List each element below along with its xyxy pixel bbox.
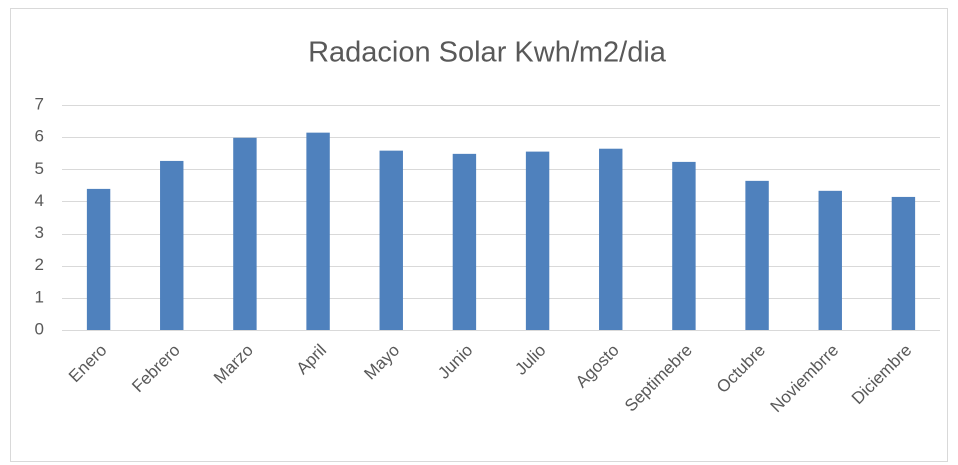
bar [306, 132, 330, 330]
bar [745, 180, 769, 330]
y-tick-label: 3 [35, 223, 44, 242]
bar [525, 151, 550, 330]
bar [599, 148, 623, 330]
bar [452, 153, 477, 330]
bar [818, 190, 842, 330]
y-tick-label: 1 [35, 287, 44, 306]
bar [891, 196, 916, 330]
bar [86, 188, 111, 330]
y-tick-label: 7 [35, 94, 44, 113]
bar [672, 161, 696, 330]
chart-title: Radacion Solar Kwh/m2/dia [308, 37, 667, 69]
y-tick-label: 0 [35, 319, 44, 338]
bar [379, 150, 403, 330]
y-tick-label: 6 [35, 127, 44, 146]
y-tick-label: 5 [35, 159, 44, 178]
y-tick-label: 4 [35, 191, 44, 210]
y-tick-label: 2 [35, 255, 44, 274]
bar [160, 160, 184, 330]
bar [233, 137, 257, 330]
